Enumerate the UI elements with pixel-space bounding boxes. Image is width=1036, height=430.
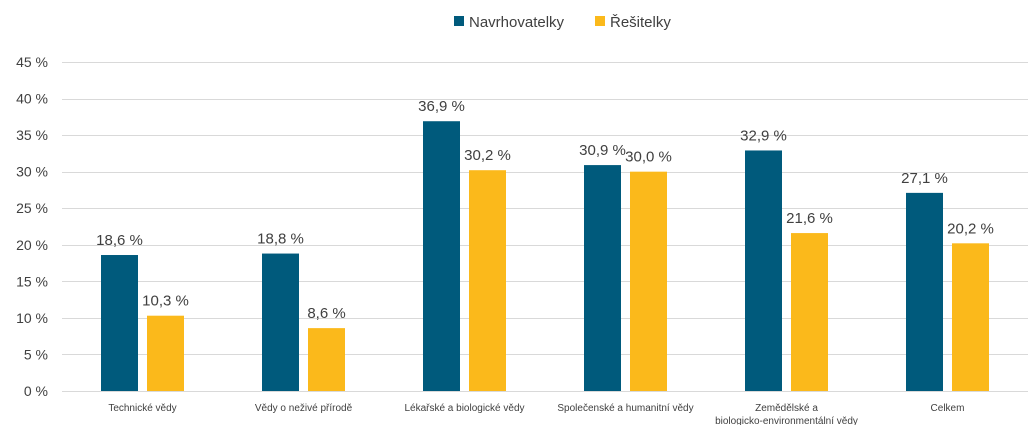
bar-resitelky [147,315,184,391]
bar-navrhovatelky [745,150,782,391]
legend-swatch [454,16,464,26]
bar-navrhovatelky [584,165,621,391]
y-tick-label: 5 % [24,346,48,362]
data-label: 36,9 % [418,98,465,115]
data-label: 8,6 % [307,305,345,322]
x-tick-label: Společenské a humanitní vědy [557,403,693,414]
legend-swatch [595,16,605,26]
y-tick-label: 0 % [24,383,48,399]
y-tick-label: 35 % [16,127,48,143]
legend-label: Navrhovatelky [469,14,565,31]
legend-label: Řešitelky [610,14,671,31]
y-tick-label: 10 % [16,310,48,326]
data-label: 20,2 % [947,220,994,237]
legend: Navrhovatelky Řešitelky [454,14,671,31]
data-label: 21,6 % [786,210,833,227]
gridlines [62,62,1028,392]
bar-navrhovatelky [906,192,943,391]
data-label: 32,9 % [740,127,787,144]
y-tick-label: 15 % [16,273,48,289]
bar-resitelky [630,171,667,391]
data-label: 30,9 % [579,142,626,159]
data-label: 10,3 % [142,293,189,310]
bar-resitelky [308,328,345,391]
data-label: 18,6 % [96,232,143,249]
data-label: 30,0 % [625,149,672,166]
x-tick-label: Lékařské a biologické vědy [404,403,524,414]
bar-navrhovatelky [262,253,299,391]
y-tick-label: 45 % [16,54,48,70]
bar-navrhovatelky [423,121,460,391]
y-tick-label: 40 % [16,91,48,107]
bars [101,121,989,391]
y-axis-ticks: 0 % 5 % 10 % 15 % 20 % 25 % 30 % 35 % 40 % 45 % [16,54,48,399]
bar-navrhovatelky [101,255,138,391]
x-tick-label: Technické vědy [108,403,176,414]
y-tick-label: 30 % [16,164,48,180]
bar-resitelky [952,243,989,391]
y-tick-label: 25 % [16,200,48,216]
bar-resitelky [469,170,506,391]
data-label: 18,8 % [257,231,304,248]
x-axis-ticks: Technické vědy Vědy o neživé přírodě Lékař… [108,403,965,427]
bar-resitelky [791,233,828,391]
data-labels: 18,6 % 10,3 % 18,8 % 8,6 % 36,9 % 30,2 % 30,9 … [96,98,994,322]
x-tick-label: Celkem [931,403,965,414]
x-tick-label: Zemědělské a biologicko-environmentální v… [715,403,858,425]
data-label: 30,2 % [464,147,511,164]
x-tick-label: Vědy o neživé přírodě [255,403,353,414]
data-label: 27,1 % [901,170,948,187]
y-tick-label: 20 % [16,237,48,253]
